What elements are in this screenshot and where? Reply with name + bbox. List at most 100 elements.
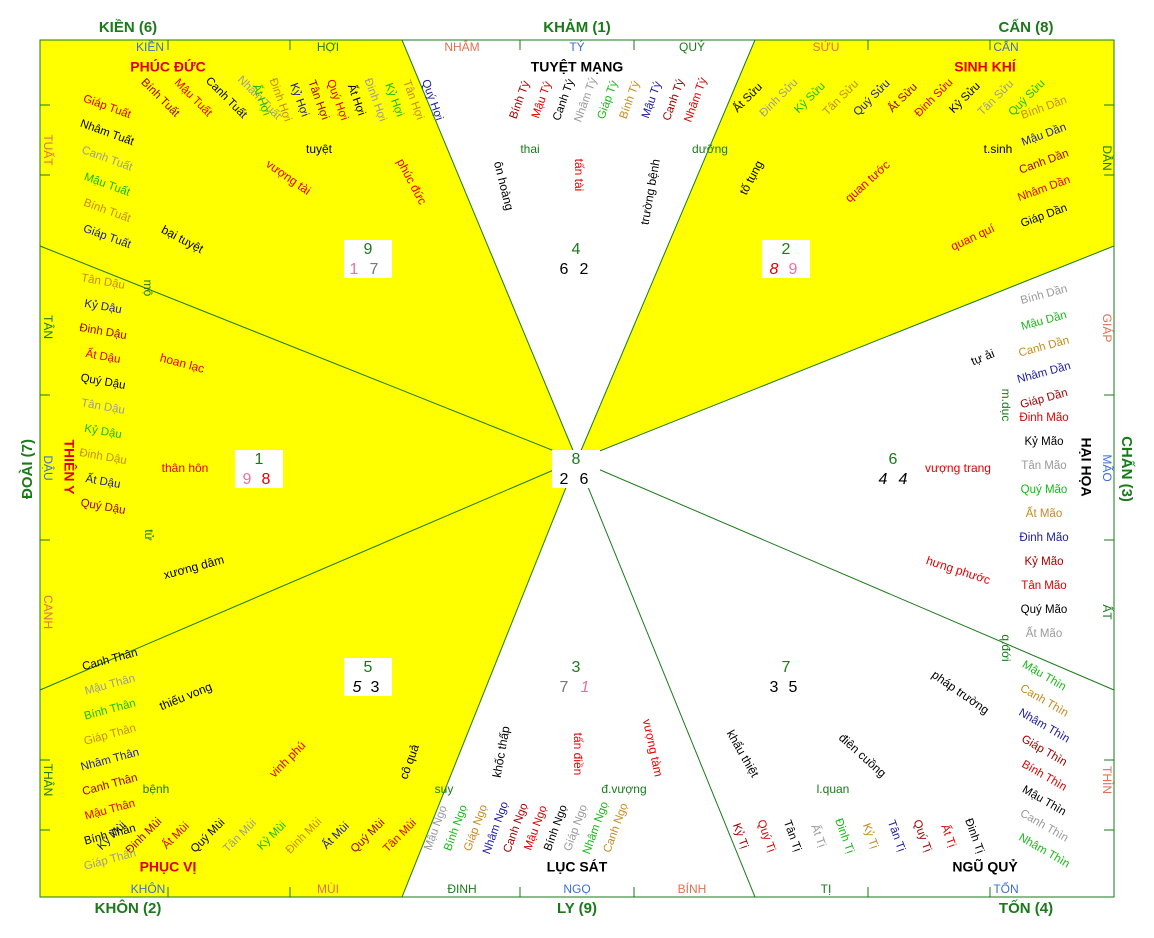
trigram-chan: CHẤN (3) <box>1118 436 1135 502</box>
trigram-kham: KHẢM (1) <box>543 19 611 36</box>
life-cycle-label: đ.vượng <box>601 782 646 796</box>
palace-n-b: 2 <box>580 261 589 278</box>
direction-left: DẬU <box>41 455 56 480</box>
direction-top: TÝ <box>569 39 584 54</box>
star-phuc-vi: PHỤC VỊ <box>140 859 197 875</box>
direction-bottom: ĐINH <box>447 882 476 896</box>
direction-bottom: MÙI <box>317 881 339 896</box>
direction-left: TÂN <box>41 315 56 339</box>
palace-e-a: 4 <box>879 471 888 488</box>
cycle-tick-label: Đinh Mão <box>1019 532 1068 544</box>
cycle-tick-label: Quý Mão <box>1021 604 1068 616</box>
cycle-tick-label: Ất Mão <box>1026 627 1062 640</box>
life-cycle-label: thân hôn <box>162 461 209 475</box>
palace-sw-top: 5 <box>364 659 373 676</box>
life-cycle-label: tấn điền <box>571 733 585 776</box>
palace-w-a: 9 <box>243 471 252 488</box>
cycle-tick-label: Ất Dậu <box>85 472 122 491</box>
life-cycle-label: m.dục <box>999 389 1013 422</box>
palace-nw-top: 9 <box>364 241 373 258</box>
chart-frame <box>39 39 1115 898</box>
life-cycle-label: t.sinh <box>984 142 1013 156</box>
palace-s-b: 1 <box>581 679 590 696</box>
cycle-tick-label: Kỷ Mão <box>1025 436 1064 448</box>
life-cycle-label: dưỡng <box>692 142 728 156</box>
radial-lines <box>39 39 1115 898</box>
palace-ne-box <box>762 240 810 278</box>
palace-se-a: 3 <box>770 679 779 696</box>
star-phuc-duc: PHÚC ĐỨC <box>130 58 205 75</box>
life-cycle-label: mộ <box>141 280 155 297</box>
trigram-ly: LY (9) <box>557 900 597 917</box>
sector-northeast <box>577 40 1114 460</box>
cycle-tick-label: Ất Mão <box>1026 507 1062 520</box>
palace-nw-b: 7 <box>370 261 379 278</box>
direction-right: DẦN <box>1100 145 1115 170</box>
palace-s-top: 3 <box>572 659 581 676</box>
direction-top: QUÝ <box>679 39 705 54</box>
star-thien-y: THIÊN Y <box>61 440 78 496</box>
direction-top: NHÂM <box>444 39 479 54</box>
direction-right: MÃO <box>1100 454 1114 481</box>
star-ngu-quy: NGŨ QUỶ <box>952 858 1018 875</box>
palace-c-top: 8 <box>572 451 581 468</box>
direction-bottom: TỊ <box>821 882 832 896</box>
direction-left: THÂN <box>41 764 56 797</box>
life-cycle-label: l.quan <box>817 782 850 796</box>
palace-sw-a: 5 <box>353 679 362 696</box>
direction-right: THÌN <box>1100 766 1115 794</box>
direction-top: CẤN <box>993 39 1018 54</box>
palace-e-top: 6 <box>889 451 898 468</box>
trigram-can: CẤN (8) <box>999 19 1054 36</box>
star-hai-hoa: HẠI HỌA <box>1078 437 1094 496</box>
trigram-kien: KIỀN (6) <box>99 19 157 36</box>
trigram-doai: ĐOÀI (7) <box>19 439 36 499</box>
palace-w-top: 1 <box>255 451 264 468</box>
palace-nw-box <box>344 240 392 278</box>
direction-bottom: BÍNH <box>678 881 707 896</box>
direction-bottom: TỐN <box>993 881 1018 896</box>
palace-c-box <box>552 450 600 488</box>
life-cycle-label: vượng trang <box>925 461 991 475</box>
direction-top: KIỀN <box>136 39 164 54</box>
palace-c-b: 6 <box>580 471 589 488</box>
life-cycle-label: q.đới <box>999 634 1013 661</box>
palace-n-top: 4 <box>572 241 581 258</box>
palace-sw-box <box>344 658 392 696</box>
sector-west-large <box>40 40 577 690</box>
palace-sw-b: 3 <box>371 679 380 696</box>
life-cycle-label: tuyệt <box>306 142 333 156</box>
trigram-ton: TỐN (4) <box>999 899 1053 917</box>
star-tuyet-mang: TUYỆT MẠNG <box>531 58 624 75</box>
palace-w-box <box>235 450 283 488</box>
direction-right: ẤT <box>1100 604 1115 620</box>
palace-c-a: 2 <box>560 471 569 488</box>
cycle-tick-label: Kỷ Mão <box>1025 556 1064 568</box>
life-cycle-label: tấn tài <box>572 159 586 192</box>
palace-s-a: 7 <box>560 679 569 696</box>
direction-bottom: KHÔN <box>131 881 166 896</box>
cycle-tick-label: Đinh Mão <box>1019 412 1068 424</box>
life-cycle-label: thai <box>520 142 539 156</box>
life-cycle-label: tử <box>142 529 156 540</box>
cycle-tick-label: Tân Mão <box>1021 460 1066 472</box>
palace-ne-b: 9 <box>789 261 798 278</box>
direction-top: SỬU <box>813 39 840 54</box>
life-cycle-label: bệnh <box>143 782 170 796</box>
frame-ticks <box>40 40 1114 897</box>
palace-ne-a: 8 <box>770 261 779 278</box>
cycle-tick-label: Ất Dậu <box>85 347 122 366</box>
trigram-khon: KHÔN (2) <box>95 899 162 917</box>
direction-top: HỢI <box>317 40 339 54</box>
star-luc-sat: LỤC SÁT <box>547 859 608 875</box>
palace-n-a: 6 <box>560 261 569 278</box>
direction-left: TUẤT <box>41 134 56 166</box>
palace-se-b: 5 <box>789 679 798 696</box>
palace-nw-a: 1 <box>350 261 359 278</box>
direction-left: CANH <box>41 595 55 629</box>
life-cycle-label: suy <box>435 782 454 796</box>
palace-n-box <box>552 240 600 278</box>
sector-southwest <box>40 460 577 897</box>
